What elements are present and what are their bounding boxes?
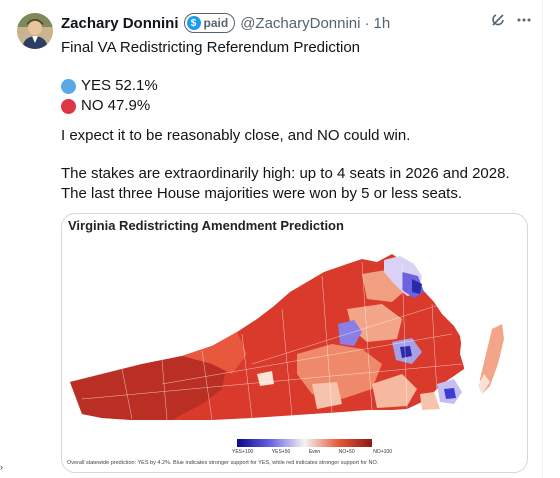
legend-labels: YES+100 YES+50 Even NO+50 NO+100 — [232, 449, 392, 455]
paid-label: paid — [203, 16, 229, 30]
paid-badge[interactable]: $ paid — [183, 13, 236, 33]
grok-icon[interactable] — [490, 12, 506, 31]
more-icon[interactable] — [516, 12, 532, 31]
tweet-paragraph-1: I expect it to be reasonably close, and … — [61, 127, 411, 144]
author-handle[interactable]: @ZacharyDonnini — [240, 14, 361, 32]
caret-icon: › — [0, 462, 3, 472]
poll-no-label: NO 47.9% — [81, 97, 151, 114]
poll-yes-label: YES 52.1% — [81, 77, 158, 94]
poll-yes: YES 52.1% — [61, 76, 531, 96]
tweet: Zachary Donnini $ paid @ZacharyDonnini ·… — [0, 0, 543, 478]
legend-label: NO+100 — [373, 449, 392, 455]
separator: · — [364, 14, 370, 32]
legend-label: NO+50 — [338, 449, 355, 455]
map-footnote: Overall statewide prediction: YES by 4.2… — [67, 460, 379, 466]
blue-circle-icon — [61, 78, 76, 94]
legend-label: Even — [308, 449, 321, 455]
map-title: Virginia Redistricting Amendment Predict… — [68, 218, 344, 233]
legend-label: YES+100 — [232, 449, 254, 455]
poll: YES 52.1% NO 47.9% — [61, 76, 531, 116]
virginia-map — [70, 254, 504, 421]
legend-label: YES+50 — [271, 449, 291, 455]
poll-no: NO 47.9% — [61, 96, 531, 116]
red-circle-icon — [61, 98, 76, 114]
tweet-paragraph-2: The stakes are extraordinarily high: up … — [61, 165, 510, 202]
author-name[interactable]: Zachary Donnini — [61, 14, 179, 32]
color-legend-bar — [237, 439, 372, 447]
timestamp[interactable]: 1h — [373, 14, 391, 32]
map-image-card[interactable]: Virginia Redistricting Amendment Predict… — [61, 213, 528, 473]
tweet-header: Zachary Donnini $ paid @ZacharyDonnini ·… — [61, 12, 532, 34]
avatar[interactable] — [17, 13, 53, 49]
tweet-title: Final VA Redistricting Referendum Predic… — [61, 39, 361, 56]
dollar-icon: $ — [186, 16, 201, 30]
